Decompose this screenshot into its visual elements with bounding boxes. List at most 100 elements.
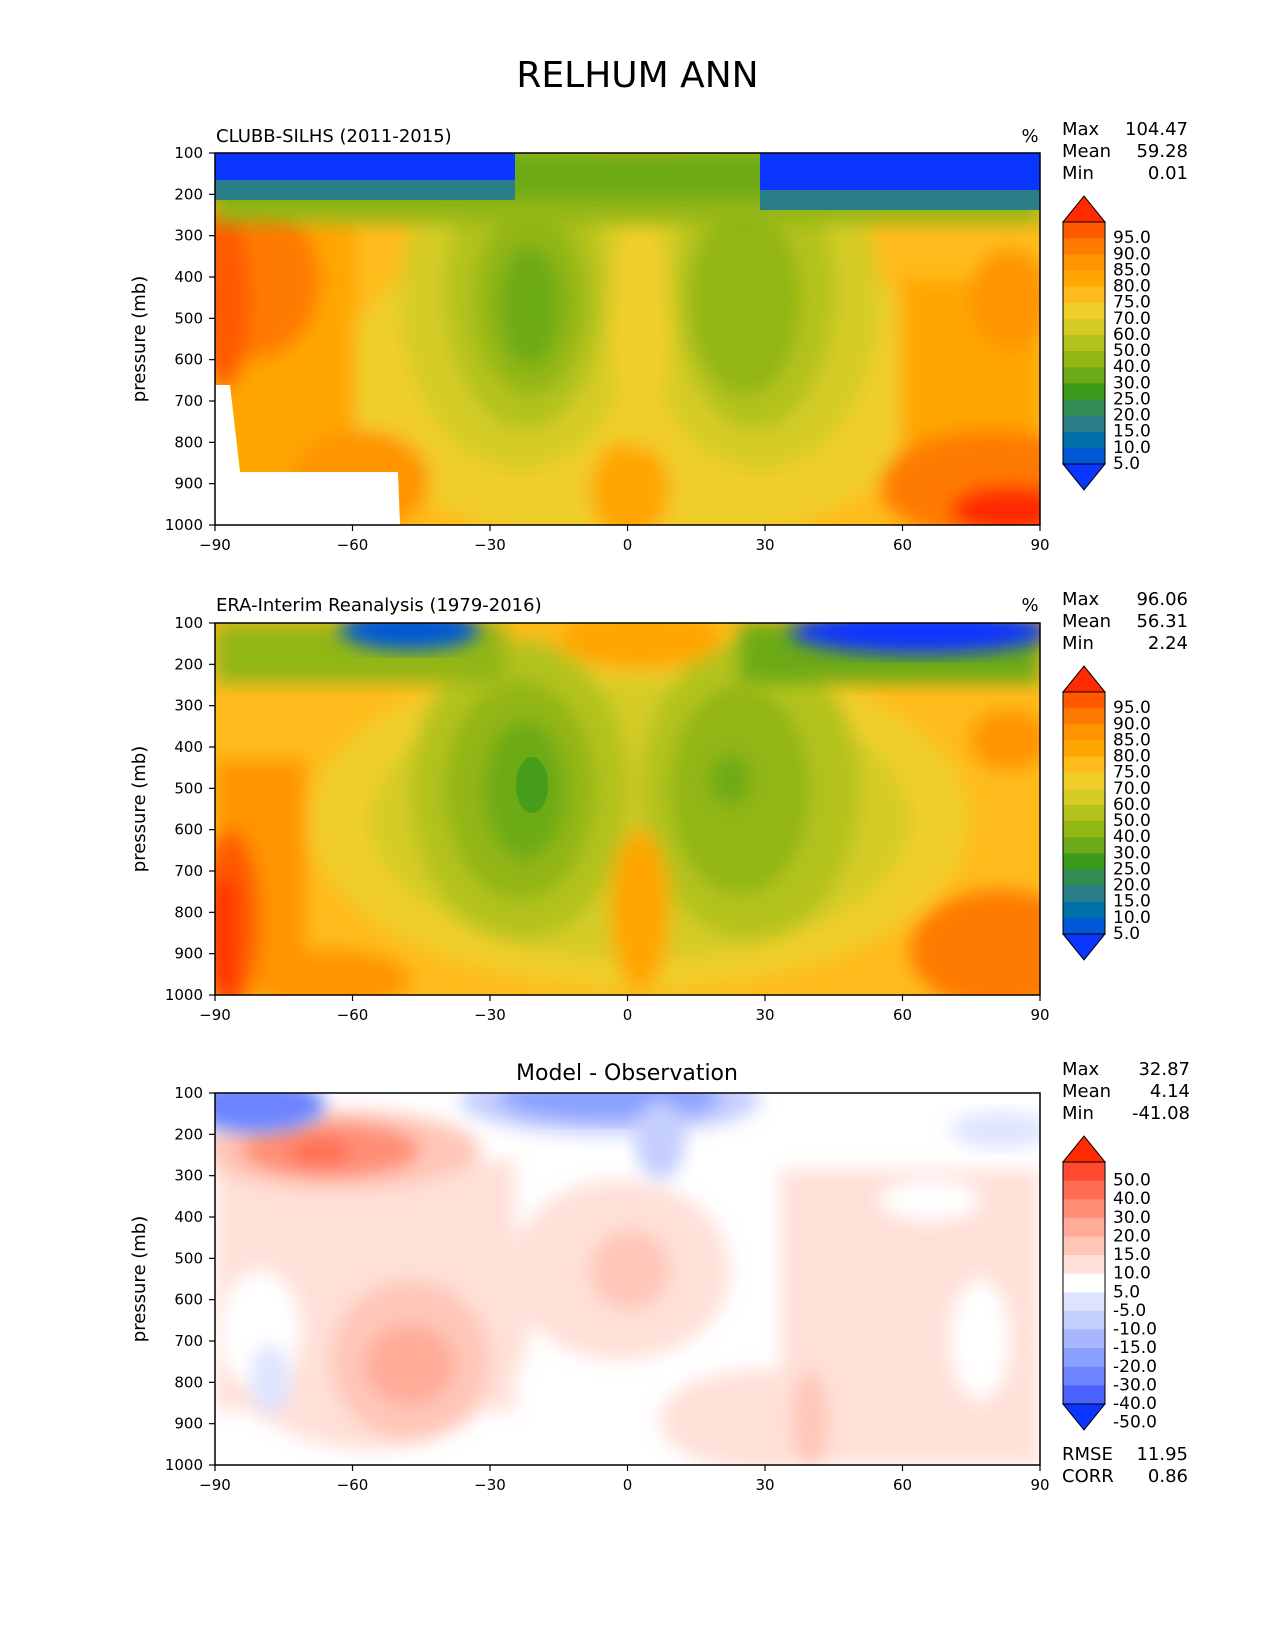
colorbar-extend-min xyxy=(1061,463,1107,491)
stats-block: Max 96.06 Mean 56.31 Min 2.24 xyxy=(1062,589,1188,654)
y-tick-label: 700 xyxy=(174,862,203,880)
y-axis-label: pressure (mb) xyxy=(129,276,150,402)
x-tick-label: 60 xyxy=(893,536,912,554)
colorbar-tick-label: 85.0 xyxy=(1113,730,1151,750)
colorbar-swatch xyxy=(1063,724,1105,741)
contour-field xyxy=(215,623,1040,995)
y-tick-label: 1000 xyxy=(165,986,203,1004)
colorbar-swatch xyxy=(1063,1217,1105,1237)
colorbar-tick-label: 5.0 xyxy=(1113,924,1140,944)
panel-model: CLUBB-SILHS (2011-2015) % xyxy=(129,119,1188,554)
colorbar-tick-label: 80.0 xyxy=(1113,277,1151,297)
colorbar-extend-max xyxy=(1061,1135,1107,1163)
y-tick-label: 300 xyxy=(174,227,203,245)
colorbar-tick-label: -15.0 xyxy=(1113,1338,1157,1358)
stat-value: 11.95 xyxy=(1136,1444,1188,1465)
colorbar-tick-label: 20.0 xyxy=(1113,1226,1151,1246)
stat-label: Mean xyxy=(1062,141,1111,162)
x-tick-label: 0 xyxy=(623,536,633,554)
y-tick-label: 800 xyxy=(174,433,203,451)
colorbar-swatch xyxy=(1063,740,1105,758)
colorbar-extend-max xyxy=(1061,195,1107,223)
colorbar-swatch xyxy=(1063,351,1105,368)
colorbar-tick-label: 90.0 xyxy=(1113,714,1151,734)
colorbar-tick-label: 30.0 xyxy=(1113,843,1151,863)
colorbar-swatch xyxy=(1063,270,1105,288)
figure-title: RELHUM ANN xyxy=(516,55,759,96)
colorbar-swatch xyxy=(1063,302,1105,320)
colorbar-swatch xyxy=(1063,917,1105,935)
stat-label: Mean xyxy=(1062,1081,1111,1102)
colorbar-tick-label: 25.0 xyxy=(1113,389,1151,409)
x-tick-label: 0 xyxy=(623,1006,633,1024)
panel-title: CLUBB-SILHS (2011-2015) xyxy=(216,126,452,147)
x-tick-label: 0 xyxy=(623,1476,633,1494)
stat-label: RMSE xyxy=(1062,1444,1113,1465)
x-tick-label: 60 xyxy=(893,1476,912,1494)
colorbar-swatch xyxy=(1063,821,1105,838)
colorbar-tick-label: 15.0 xyxy=(1113,422,1151,442)
y-ticks: 100 200 300 400 500 600 700 800 900 1000 xyxy=(165,144,215,534)
y-tick-label: 700 xyxy=(174,392,203,410)
colorbar-swatch xyxy=(1063,901,1105,919)
panel-title: ERA-Interim Reanalysis (1979-2016) xyxy=(216,595,542,616)
x-tick-label: −60 xyxy=(337,1006,369,1024)
y-tick-label: 400 xyxy=(174,738,203,756)
colorbar-swatch xyxy=(1063,869,1105,887)
x-tick-label: −90 xyxy=(199,1476,231,1494)
colorbar-swatch xyxy=(1063,415,1105,433)
stat-label: Max xyxy=(1062,589,1100,610)
y-tick-label: 300 xyxy=(174,1167,203,1185)
colorbar-tick-label: 30.0 xyxy=(1113,1208,1151,1228)
stat-value: 96.06 xyxy=(1136,589,1188,610)
colorbar-swatch xyxy=(1063,708,1105,725)
colorbar-swatch xyxy=(1063,367,1105,384)
colorbar-swatch xyxy=(1063,788,1105,806)
colorbar-swatch xyxy=(1063,1366,1105,1386)
colorbar-tick-label: 70.0 xyxy=(1113,779,1151,799)
units-label: % xyxy=(1021,595,1038,616)
stat-label: Min xyxy=(1062,163,1094,184)
y-tick-label: 300 xyxy=(174,697,203,715)
colorbar-tick-label: 20.0 xyxy=(1113,876,1151,896)
contour-field xyxy=(215,1093,1040,1465)
colorbar-tick-label: -10.0 xyxy=(1113,1320,1157,1340)
colorbar: 50.040.030.020.015.010.05.0-5.0-10.0-15.… xyxy=(1061,1135,1157,1433)
y-tick-label: 800 xyxy=(174,903,203,921)
colorbar-tick-label: 90.0 xyxy=(1113,244,1151,264)
colorbar-swatch xyxy=(1063,1273,1105,1293)
y-tick-label: 500 xyxy=(174,1249,203,1267)
colorbar-swatch xyxy=(1063,1180,1105,1200)
colorbar-swatch xyxy=(1063,1292,1105,1312)
stat-value: -41.08 xyxy=(1132,1103,1190,1124)
stat-label: Max xyxy=(1062,1059,1100,1080)
y-tick-label: 500 xyxy=(174,309,203,327)
x-tick-label: 60 xyxy=(893,1006,912,1024)
colorbar-swatch xyxy=(1063,222,1105,239)
x-tick-label: 30 xyxy=(755,1476,774,1494)
stat-value: 32.87 xyxy=(1138,1059,1190,1080)
colorbar-tick-label: 50.0 xyxy=(1113,341,1151,361)
x-tick-label: −90 xyxy=(199,1006,231,1024)
colorbar-swatch xyxy=(1063,1236,1105,1256)
colorbar-swatch xyxy=(1063,756,1105,774)
colorbar-swatch xyxy=(1063,1329,1105,1349)
colorbar-swatch xyxy=(1063,447,1105,465)
colorbar-tick-label: 40.0 xyxy=(1113,1189,1151,1209)
colorbar-swatch xyxy=(1063,1199,1105,1219)
colorbar-swatch xyxy=(1063,238,1105,255)
colorbar-tick-label: 50.0 xyxy=(1113,811,1151,831)
stat-label: Min xyxy=(1062,633,1094,654)
colorbar-tick-label: 10.0 xyxy=(1113,438,1151,458)
y-tick-label: 100 xyxy=(174,144,203,162)
colorbar-swatch xyxy=(1063,1348,1105,1368)
y-axis-label: pressure (mb) xyxy=(129,746,150,872)
x-ticks: −90 −60 −30 0 30 60 90 xyxy=(199,525,1050,554)
colorbar-tick-label: -20.0 xyxy=(1113,1357,1157,1377)
colorbar-tick-label: 40.0 xyxy=(1113,357,1151,377)
x-tick-label: 30 xyxy=(755,536,774,554)
colorbar-swatch xyxy=(1063,286,1105,304)
colorbar-tick-label: 85.0 xyxy=(1113,260,1151,280)
stat-value: 0.01 xyxy=(1148,163,1188,184)
colorbar-swatch xyxy=(1063,318,1105,336)
